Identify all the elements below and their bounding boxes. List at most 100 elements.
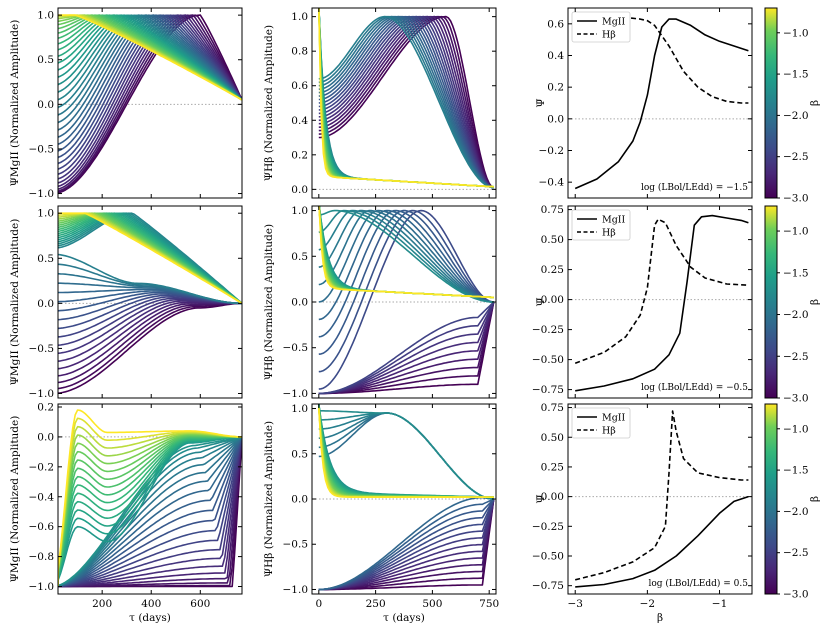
y-axis-label: ΨHβ (Normalized Amplitude)	[263, 421, 275, 577]
legend: MgII Hβ	[571, 209, 631, 241]
y-tick-label: −0.5	[29, 143, 55, 155]
y-tick-label: −0.50	[532, 354, 564, 366]
colorbar-tick-label: −2.0	[783, 506, 809, 518]
y-axis-label: Ψ̄	[535, 98, 547, 107]
beta-curve	[318, 301, 495, 395]
curve-group	[58, 212, 242, 395]
beta-curve	[318, 209, 494, 338]
legend-label: MgII	[602, 215, 626, 226]
beta-curve	[318, 301, 495, 395]
beta-curve	[318, 408, 494, 499]
beta-curve	[58, 436, 242, 588]
axes-frame	[57, 205, 243, 399]
legend-label: Hβ	[602, 426, 616, 437]
beta-curve	[58, 436, 242, 588]
beta-curve	[58, 253, 242, 305]
y-tick-label: −1.0	[29, 581, 55, 593]
beta-curve	[58, 436, 242, 588]
panel-row3-mean: MgII Hβ log (LBol/LEdd) = 0.5 −0.75 −0.50 −0.…	[532, 402, 753, 624]
y-tick-label: 0.6	[547, 18, 564, 30]
x-tick-label: 400	[141, 598, 161, 610]
beta-curve	[58, 14, 242, 191]
axes-frame	[57, 7, 243, 199]
colorbar-tick-label: −1.0	[783, 423, 809, 435]
y-tick-label: 0.5	[291, 251, 308, 263]
y-tick-label: 0.50	[541, 234, 564, 246]
eddington-annotation: log (LBol/LEdd) = 0.5	[648, 578, 748, 589]
y-tick-label: −1.0	[283, 388, 309, 400]
beta-curve	[318, 15, 494, 189]
y-tick-label: −1.0	[29, 188, 55, 200]
beta-curve	[318, 15, 494, 189]
y-tick-label: −0.75	[532, 580, 564, 592]
colorbar-tick-label: −1.5	[783, 69, 809, 81]
y-tick-label: −0.2	[539, 145, 565, 157]
beta-curve	[318, 209, 494, 373]
beta-curve	[318, 301, 495, 395]
series-mgii-line	[575, 214, 749, 392]
beta-curve	[58, 302, 242, 395]
y-tick-label: 0.6	[291, 80, 308, 92]
curve-group	[574, 214, 749, 392]
beta-curve	[318, 15, 494, 189]
y-axis-label: Ψ̄	[535, 494, 547, 503]
colorbar: −1.0 −1.5 −2.0 −2.5 −3.0 β	[764, 205, 821, 405]
beta-curve	[318, 209, 494, 303]
beta-curve	[318, 496, 494, 591]
panel-row3-MgII: −1.0 −0.8 −0.6 −0.4 −0.2 0.0 0.2 200 400 600 ΨMgII…	[9, 401, 243, 624]
beta-curve	[318, 301, 495, 395]
curve-group	[58, 409, 242, 588]
colorbar-tick-label: −3.0	[783, 589, 809, 601]
beta-curve	[58, 436, 242, 588]
y-tick-label: −0.50	[532, 551, 564, 563]
axes-frame	[57, 403, 243, 595]
y-tick-label: 1.0	[37, 10, 54, 22]
y-tick-label: 0.0	[291, 297, 308, 309]
y-tick-label: 0.75	[541, 402, 564, 414]
y-tick-label: 1.0	[291, 205, 308, 217]
eddington-annotation: log (LBol/LEdd) = −0.5	[641, 382, 748, 393]
y-tick-label: 1.0	[291, 11, 308, 23]
colorbar-gradient	[764, 205, 778, 399]
colorbar-tick-label: −1.0	[783, 226, 809, 238]
x-tick-label: 600	[190, 598, 210, 610]
y-tick-label: −0.8	[29, 551, 55, 563]
y-tick-label: −1.0	[29, 388, 55, 400]
y-tick-label: −0.2	[29, 461, 55, 473]
curve-group	[575, 410, 749, 588]
y-tick-label: 0.0	[37, 298, 54, 310]
x-tick-label: 200	[92, 598, 112, 610]
x-axis-label: β	[657, 612, 663, 624]
beta-curve	[58, 436, 242, 588]
beta-curve	[58, 302, 242, 377]
y-tick-label: −0.4	[29, 491, 55, 503]
x-tick-label: 0	[315, 598, 322, 610]
beta-curve	[318, 209, 494, 321]
x-tick-label: 250	[366, 598, 386, 610]
axes-frame	[567, 7, 753, 199]
panel-row1-MgII: −1.0 −0.5 0.0 0.5 1.0 ΨMgII (Normalized Ampli…	[9, 7, 243, 200]
colorbar-tick-label: −1.5	[783, 465, 809, 477]
eddington-annotation: log (LBol/LEdd) = −1.5	[641, 182, 748, 193]
y-tick-label: 0.4	[547, 50, 564, 62]
colorbar-tick-label: −3.0	[783, 393, 809, 405]
beta-curve	[318, 405, 494, 499]
beta-curve	[318, 209, 494, 303]
beta-curve	[318, 15, 495, 189]
y-tick-label: 0.2	[37, 401, 54, 413]
y-tick-label: 1.0	[291, 403, 308, 415]
y-axis-label: ΨMgII (Normalized Amplitude)	[9, 219, 21, 386]
colorbar-tick-label: −2.0	[783, 309, 809, 321]
beta-curve	[318, 209, 494, 390]
legend-label: Hβ	[602, 30, 616, 41]
beta-curve	[58, 436, 242, 588]
colorbar: −1.0 −1.5 −2.0 −2.5 −3.0 β	[764, 403, 821, 601]
series-hbeta-line	[574, 218, 749, 364]
legend-label: MgII	[602, 413, 626, 424]
beta-curve	[58, 14, 242, 194]
beta-curve	[58, 436, 242, 588]
colorbar-tick-label: −2.5	[783, 151, 809, 163]
beta-curve	[318, 209, 494, 355]
beta-curve	[318, 209, 494, 303]
